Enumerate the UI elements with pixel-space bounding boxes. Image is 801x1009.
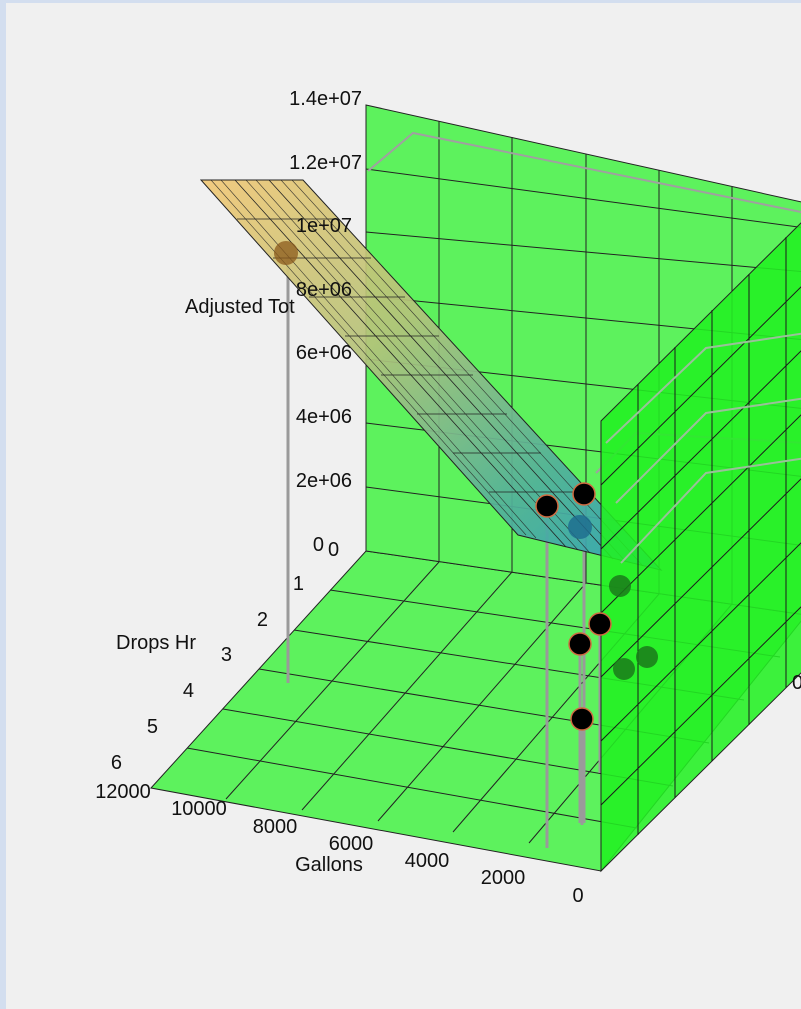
data-point: [274, 241, 298, 265]
data-point: [570, 707, 594, 731]
stems: [286, 253, 602, 848]
x-tick-label: 10000: [171, 798, 227, 820]
side-panel-grid: [600, 237, 801, 835]
x-tick-label: 2000: [481, 867, 526, 889]
data-point: [572, 482, 596, 506]
data-points: [274, 241, 612, 731]
y-tick-label: 4: [183, 680, 194, 702]
point-shadows: [568, 515, 658, 680]
z-axis-label: Adjusted Tot: [185, 296, 295, 318]
x-tick-label: 8000: [253, 816, 298, 838]
z-tick-label: 1e+07: [296, 215, 352, 237]
z-tick-label: 0: [313, 534, 324, 556]
x-tick-label-clipped: 0: [792, 672, 801, 694]
z-tick-label: 1.4e+07: [289, 88, 362, 110]
data-point: [535, 494, 559, 518]
side-panel-projections: [605, 332, 801, 564]
x-tick-label: 4000: [405, 850, 450, 872]
y-ticks: 0 1 2 3 4 5 6: [111, 539, 339, 774]
x-axis-label: Gallons: [295, 854, 363, 876]
z-tick-label: 4e+06: [296, 406, 352, 428]
z-ticks: 1.4e+07 1.2e+07 1e+07 8e+06 6e+06 4e+06 …: [289, 88, 362, 556]
y-tick-label: 2: [257, 609, 268, 631]
y-tick-label: 0: [328, 539, 339, 561]
x-ticks: 0 2000 4000 6000 8000 10000 12000: [95, 781, 583, 907]
z-tick-label: 8e+06: [296, 279, 352, 301]
z-tick-label: 1.2e+07: [289, 152, 362, 174]
x-tick-label: 0: [572, 885, 583, 907]
data-point: [588, 612, 612, 636]
x-tick-label: 12000: [95, 781, 151, 803]
x-tick-label: 6000: [329, 833, 374, 855]
z-tick-label: 6e+06: [296, 342, 352, 364]
y-tick-label: 6: [111, 752, 122, 774]
z-tick-label: 2e+06: [296, 470, 352, 492]
y-tick-label: 5: [147, 716, 158, 738]
y-tick-label: 1: [293, 573, 304, 595]
y-axis-label: Drops Hr: [116, 632, 196, 654]
side-panel: [600, 222, 801, 873]
data-point: [568, 632, 592, 656]
y-tick-label: 3: [221, 644, 232, 666]
plot-3d[interactable]: 1.4e+07 1.2e+07 1e+07 8e+06 6e+06 4e+06 …: [6, 3, 801, 1009]
